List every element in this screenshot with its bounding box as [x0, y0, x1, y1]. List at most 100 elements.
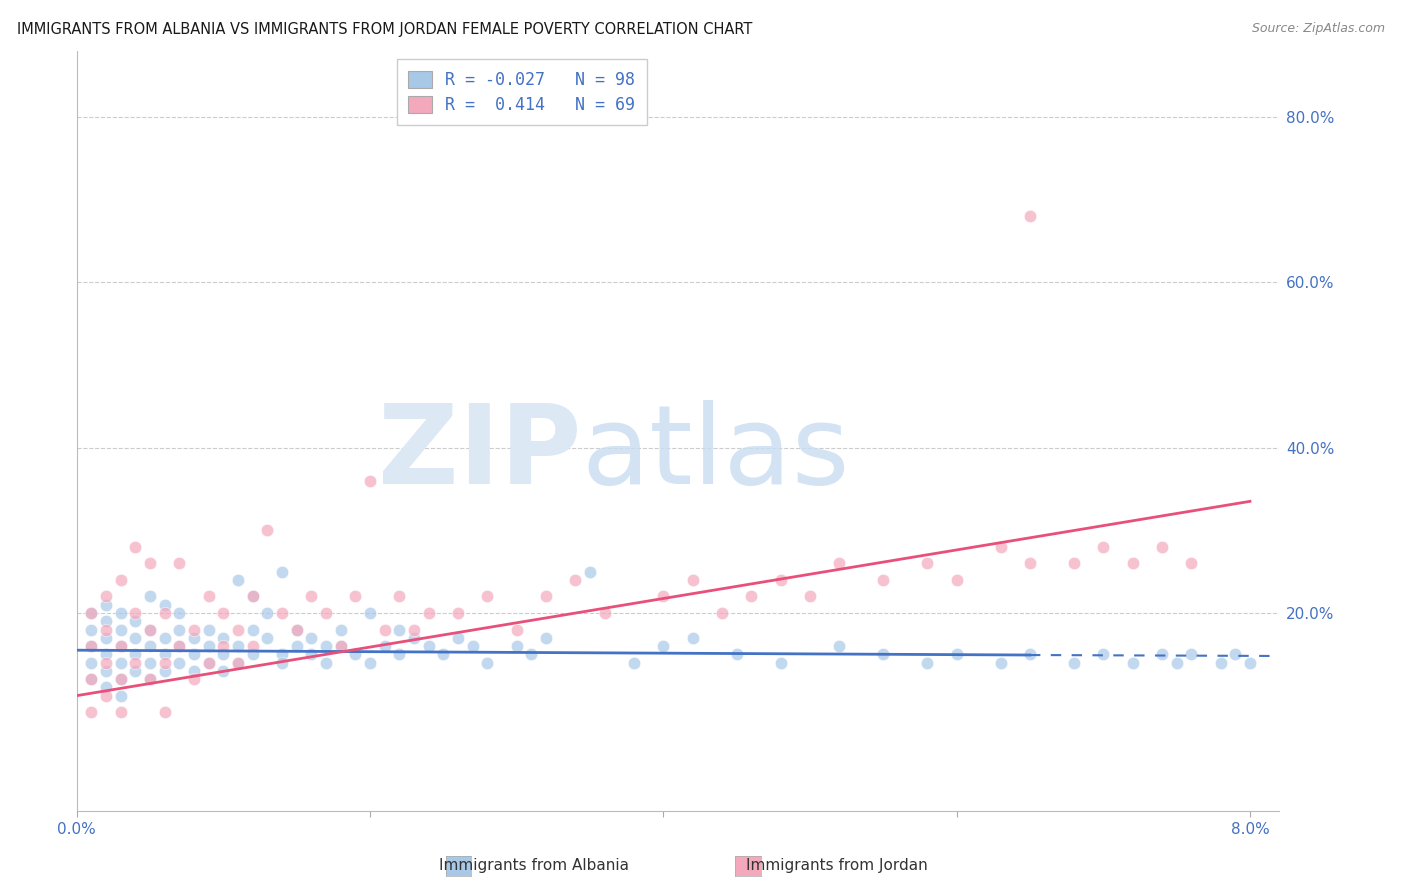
Point	[828, 557, 851, 571]
Point	[299, 590, 322, 604]
Point	[110, 672, 132, 686]
Point	[1150, 648, 1173, 662]
Point	[564, 573, 586, 587]
Point	[271, 606, 294, 620]
Point	[110, 639, 132, 653]
Point	[652, 590, 675, 604]
Point	[80, 639, 103, 653]
Point	[374, 639, 396, 653]
Point	[110, 656, 132, 670]
Point	[945, 573, 967, 587]
Point	[110, 689, 132, 703]
Point	[769, 656, 792, 670]
Point	[505, 623, 527, 637]
Point	[124, 606, 146, 620]
Point	[212, 639, 235, 653]
Point	[520, 648, 543, 662]
Point	[110, 639, 132, 653]
Point	[1122, 656, 1144, 670]
Point	[388, 648, 411, 662]
Point	[1019, 648, 1042, 662]
Point	[461, 639, 484, 653]
Point	[167, 639, 190, 653]
Point	[505, 639, 527, 653]
Text: Immigrants from Albania: Immigrants from Albania	[439, 858, 630, 872]
Point	[197, 623, 219, 637]
Point	[623, 656, 645, 670]
Point	[94, 614, 117, 628]
Point	[167, 639, 190, 653]
Point	[226, 656, 249, 670]
Point	[329, 639, 352, 653]
Point	[725, 648, 748, 662]
Point	[80, 623, 103, 637]
Point	[344, 648, 367, 662]
Point	[242, 623, 264, 637]
Point	[94, 631, 117, 645]
Point	[652, 639, 675, 653]
Point	[271, 656, 294, 670]
Point	[94, 590, 117, 604]
Point	[212, 664, 235, 678]
Point	[226, 573, 249, 587]
Point	[183, 631, 205, 645]
Point	[153, 648, 176, 662]
Point	[402, 631, 425, 645]
Point	[388, 590, 411, 604]
Point	[710, 606, 733, 620]
Point	[167, 557, 190, 571]
Point	[242, 639, 264, 653]
Point	[402, 623, 425, 637]
Point	[917, 557, 939, 571]
Point	[359, 474, 381, 488]
Point	[418, 606, 440, 620]
Point	[124, 540, 146, 554]
Point	[1150, 540, 1173, 554]
Point	[94, 623, 117, 637]
Point	[183, 672, 205, 686]
Point	[534, 590, 557, 604]
Point	[153, 656, 176, 670]
Point	[124, 648, 146, 662]
Point	[183, 623, 205, 637]
Point	[124, 664, 146, 678]
Point	[329, 623, 352, 637]
Point	[1209, 656, 1232, 670]
Point	[110, 672, 132, 686]
Point	[110, 705, 132, 719]
Point	[285, 639, 308, 653]
Point	[80, 656, 103, 670]
Point	[799, 590, 821, 604]
Point	[477, 590, 499, 604]
Point	[447, 631, 470, 645]
Point	[226, 639, 249, 653]
Point	[374, 623, 396, 637]
Point	[212, 648, 235, 662]
Point	[167, 623, 190, 637]
Point	[256, 631, 278, 645]
Point	[1239, 656, 1261, 670]
Point	[534, 631, 557, 645]
Point	[1180, 648, 1202, 662]
Point	[256, 523, 278, 537]
Point	[183, 648, 205, 662]
Point	[183, 664, 205, 678]
Point	[80, 672, 103, 686]
Point	[153, 664, 176, 678]
Point	[139, 557, 162, 571]
Text: atlas: atlas	[582, 401, 851, 508]
Legend: R = -0.027   N = 98, R =  0.414   N = 69: R = -0.027 N = 98, R = 0.414 N = 69	[396, 59, 647, 126]
Point	[388, 623, 411, 637]
Point	[315, 656, 337, 670]
Point	[990, 540, 1012, 554]
Point	[271, 648, 294, 662]
Point	[80, 606, 103, 620]
Point	[226, 656, 249, 670]
Point	[682, 631, 704, 645]
Point	[226, 623, 249, 637]
Point	[1166, 656, 1188, 670]
Text: Immigrants from Jordan: Immigrants from Jordan	[745, 858, 928, 872]
Point	[1063, 656, 1085, 670]
Point	[945, 648, 967, 662]
Point	[447, 606, 470, 620]
